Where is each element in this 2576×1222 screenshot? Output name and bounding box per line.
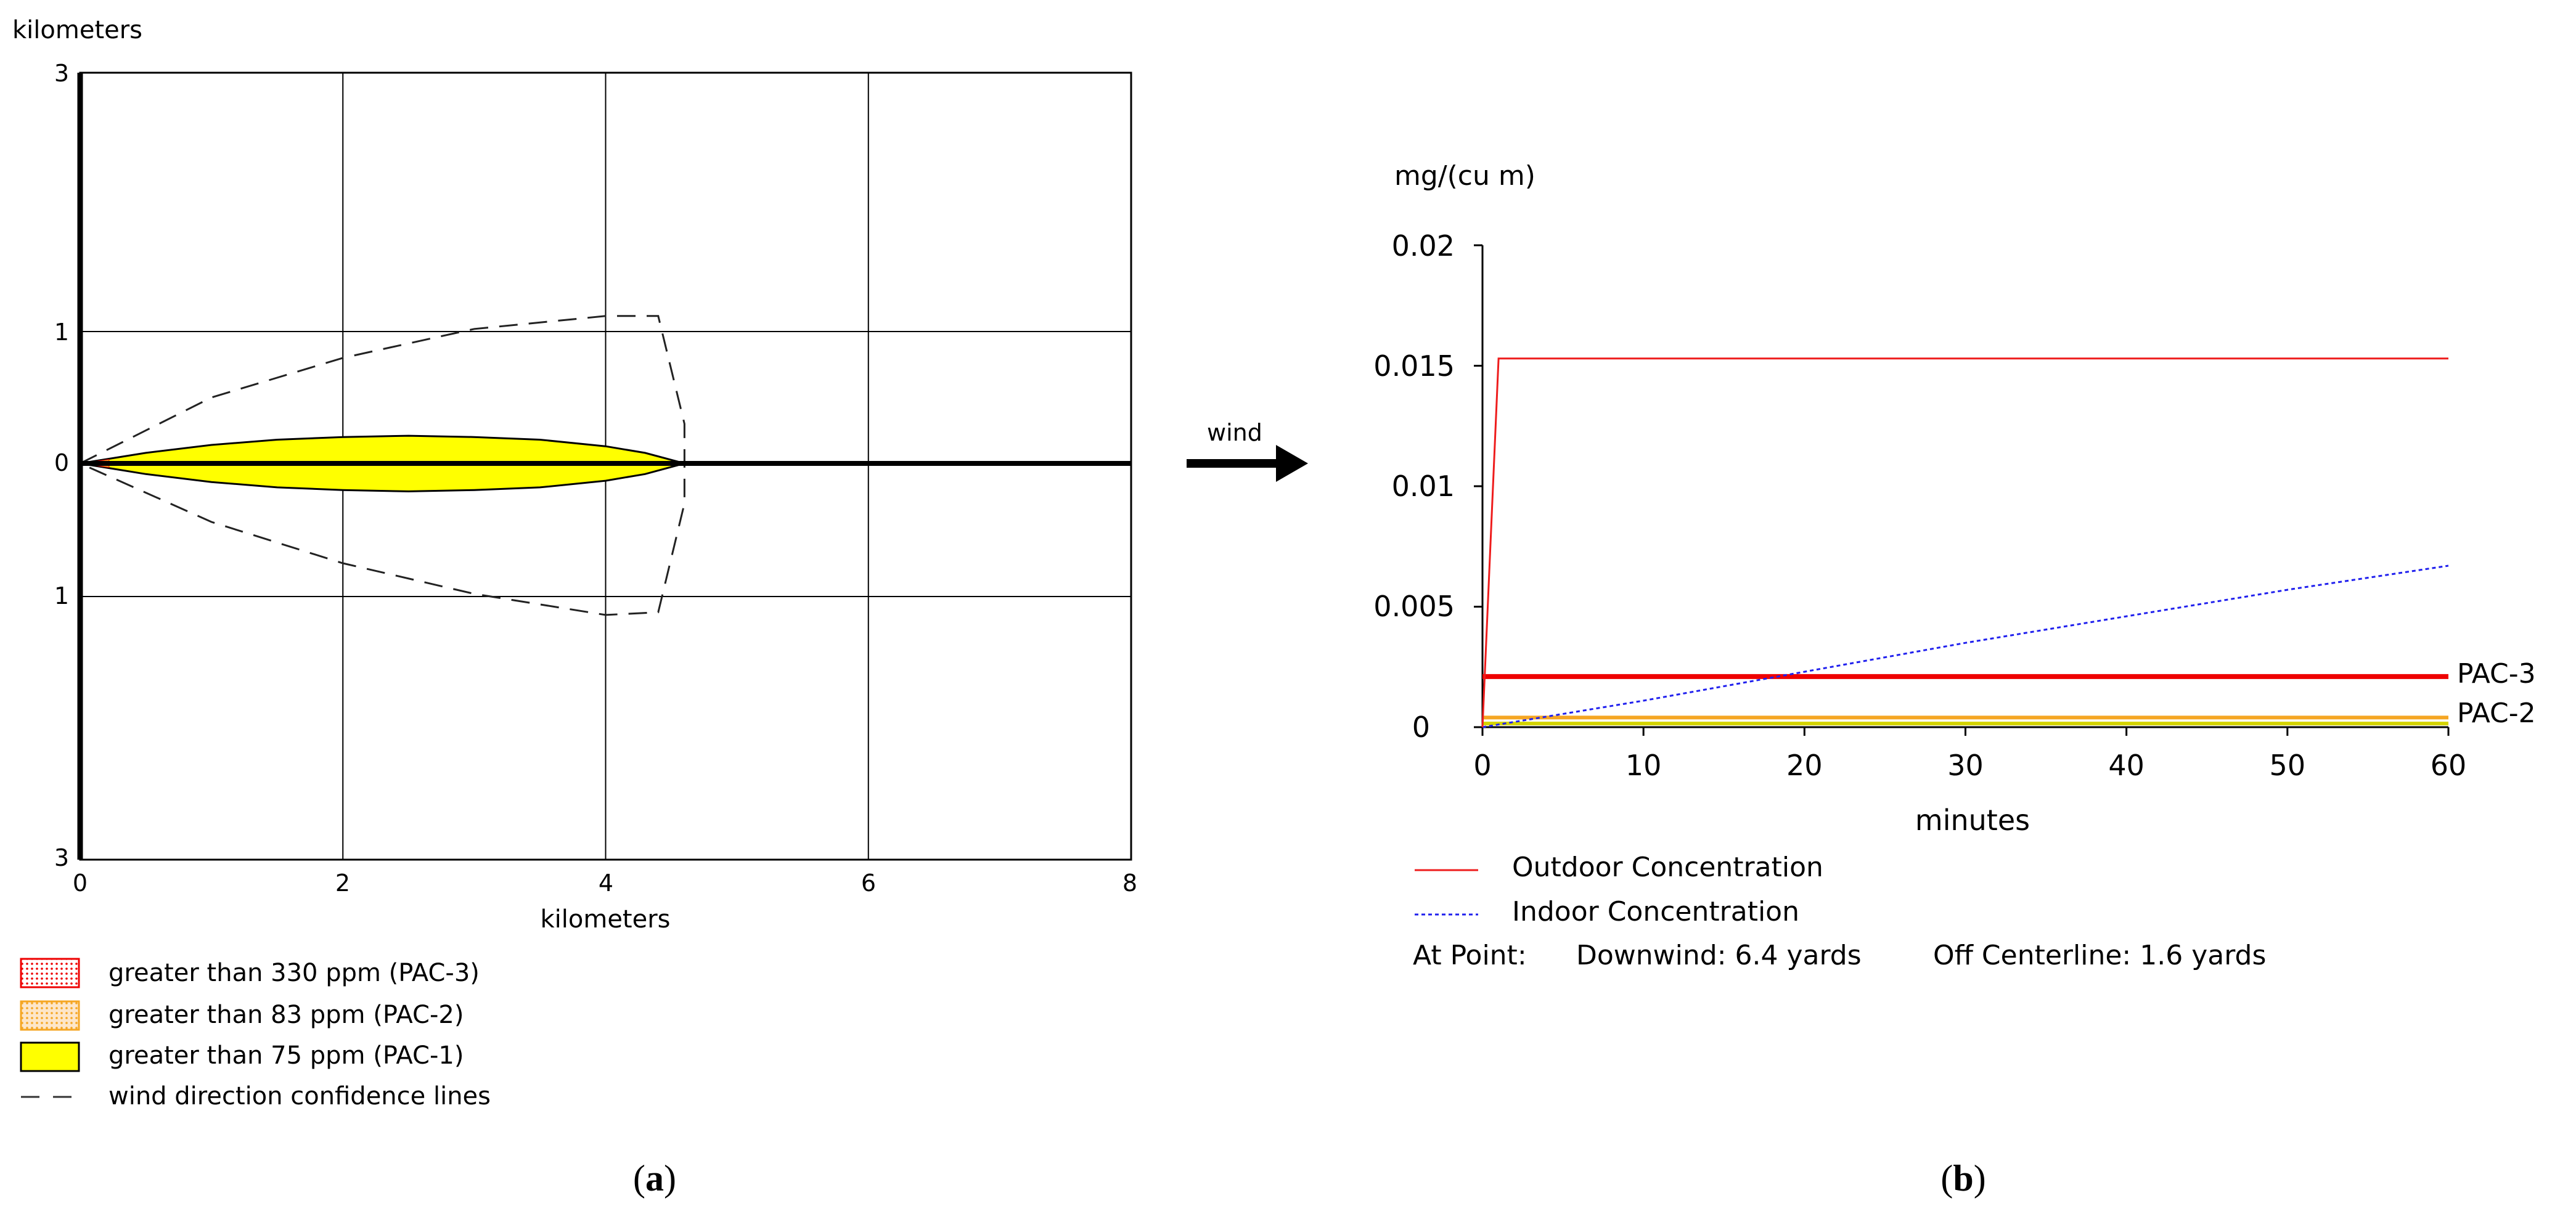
legend-label-pac1: greater than 75 ppm (PAC-1) xyxy=(108,1041,464,1070)
panel-a: kilometers kilometers 3 1 0 1 3 0 2 4 6 … xyxy=(12,16,1137,1199)
legend-swatch-pac2 xyxy=(20,1000,80,1031)
concentration-y-tick-label: 0.015 xyxy=(1373,349,1455,383)
outdoor-concentration-line xyxy=(1481,357,2448,728)
legend-label-pac3: greater than 330 ppm (PAC-3) xyxy=(108,959,480,987)
plume-y-tick-label: 1 xyxy=(54,319,69,346)
legend-swatch-pac1 xyxy=(20,1041,80,1072)
concentration-y-tick-label: 0.01 xyxy=(1392,470,1455,503)
indoor-concentration-line xyxy=(1482,564,2449,728)
concentration-axis-ticks xyxy=(1474,244,2450,736)
panel-b: mg/(cu m) 0.02 0.015 0.01 0.005 0 0 10 20 3… xyxy=(1373,160,2535,1199)
legend-indoor-label: Indoor Concentration xyxy=(1512,896,1799,927)
legend-outdoor-label: Outdoor Concentration xyxy=(1512,852,1823,883)
panel-a-caption: (a) xyxy=(633,1158,676,1199)
concentration-x-tick-labels: 0 10 20 30 40 50 60 xyxy=(1473,749,2466,782)
pac2-line-label: PAC-2 xyxy=(2457,698,2536,729)
plume-x-tick-label: 6 xyxy=(861,870,876,897)
concentration-x-tick-label: 60 xyxy=(2431,749,2467,782)
plume-x-tick-label: 0 xyxy=(73,870,88,897)
plume-y-tick-label: 1 xyxy=(54,582,69,609)
concentration-legend: Outdoor Concentration Indoor Concentrati… xyxy=(1413,852,2266,971)
plume-y-tick-label: 3 xyxy=(54,844,69,871)
wind-label: wind xyxy=(1207,419,1262,446)
panel-b-caption: (b) xyxy=(1940,1158,1985,1199)
concentration-x-tick-label: 10 xyxy=(1625,749,1662,782)
plume-y-tick-label: 3 xyxy=(54,60,69,87)
plume-x-tick-label: 4 xyxy=(599,870,613,897)
concentration-y-tick-label: 0 xyxy=(1412,711,1430,744)
legend-label-confidence-lines: wind direction confidence lines xyxy=(108,1082,491,1110)
plume-x-axis-title: kilometers xyxy=(540,905,670,934)
wind-indicator: wind xyxy=(1187,419,1308,482)
plume-x-tick-label: 8 xyxy=(1122,870,1137,897)
concentration-x-tick-label: 50 xyxy=(2270,749,2306,782)
concentration-y-unit: mg/(cu m) xyxy=(1394,160,1535,192)
at-point-label: At Point: xyxy=(1413,940,1527,971)
legend-swatch-pac3 xyxy=(20,958,80,988)
off-centerline-readout: Off Centerline: 1.6 yards xyxy=(1933,940,2266,971)
pac3-line-label: PAC-3 xyxy=(2457,658,2536,690)
plume-x-tick-label: 2 xyxy=(335,870,350,897)
plume-footprint xyxy=(80,315,1131,616)
legend-label-pac2: greater than 83 ppm (PAC-2) xyxy=(108,1001,464,1029)
concentration-y-tick-label: 0.005 xyxy=(1373,590,1455,623)
concentration-y-tick-label: 0.02 xyxy=(1392,229,1455,263)
plume-grid xyxy=(77,73,1131,860)
downwind-readout: Downwind: 6.4 yards xyxy=(1576,940,1862,971)
plume-legend: greater than 330 ppm (PAC-3) greater tha… xyxy=(20,958,491,1110)
plume-y-axis-title: kilometers xyxy=(12,16,142,44)
concentration-x-tick-label: 30 xyxy=(1947,749,1984,782)
plume-y-tick-label: 0 xyxy=(54,449,69,476)
wind-arrow-head xyxy=(1276,445,1308,482)
concentration-series xyxy=(1481,357,2449,728)
concentration-x-axis-title: minutes xyxy=(1915,804,2030,837)
concentration-x-tick-label: 0 xyxy=(1473,749,1491,782)
concentration-x-tick-label: 40 xyxy=(2108,749,2145,782)
concentration-x-tick-label: 20 xyxy=(1786,749,1823,782)
